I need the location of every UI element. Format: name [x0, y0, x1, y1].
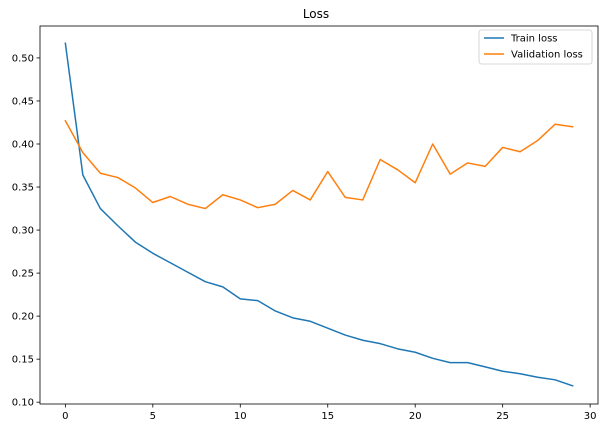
- legend-label: Train loss: [510, 34, 558, 45]
- y-tick-label: 0.35: [12, 183, 34, 194]
- series-line-train-loss: [64, 42, 574, 387]
- plot-frame: [39, 25, 599, 405]
- series-line-validation-loss: [64, 119, 574, 210]
- y-tick-label: 0.40: [12, 139, 34, 150]
- y-axis: 0.10 0.15 0.20 0.25 0.30 0.35 0.40 0.45 0.50: [12, 53, 40, 409]
- legend-label: Validation loss: [511, 50, 583, 61]
- series-layer: [64, 42, 574, 387]
- x-tick-label: 5: [150, 411, 156, 422]
- x-tick-label: 15: [321, 411, 334, 422]
- y-tick-label: 0.10: [12, 398, 34, 409]
- y-tick-label: 0.25: [12, 269, 34, 280]
- x-tick-label: 10: [234, 411, 247, 422]
- y-tick-label: 0.20: [12, 312, 34, 323]
- y-tick-label: 0.30: [12, 226, 34, 237]
- y-tick-label: 0.50: [12, 53, 34, 64]
- x-tick-label: 0: [62, 411, 68, 422]
- x-tick-label: 25: [496, 411, 509, 422]
- chart-title: Loss: [303, 7, 329, 21]
- legend: Train loss Validation loss: [478, 29, 593, 65]
- y-tick-label: 0.45: [12, 96, 34, 107]
- y-tick-label: 0.15: [12, 355, 34, 366]
- x-tick-label: 20: [409, 411, 422, 422]
- x-tick-label: 30: [584, 411, 597, 422]
- x-axis: 0 5 10 15 20 25 30: [62, 404, 596, 422]
- legend-box: [478, 29, 593, 65]
